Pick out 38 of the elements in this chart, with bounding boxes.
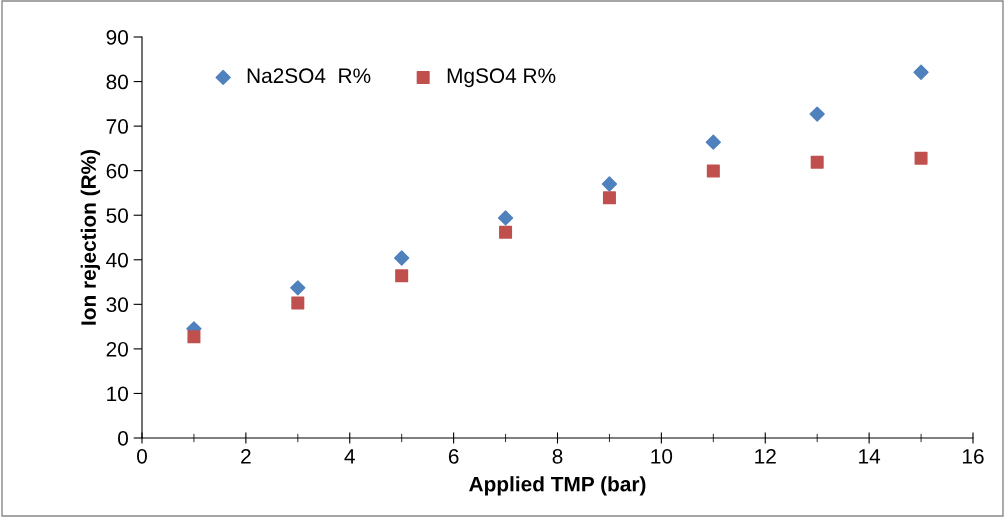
x-tick-label: 2	[241, 448, 251, 464]
point	[706, 164, 720, 178]
y-tick-label: 40	[106, 252, 128, 268]
y-tick-label: 60	[106, 163, 128, 179]
x-tick-label: 6	[448, 448, 459, 464]
point	[291, 296, 305, 310]
y-tick-label: 20	[106, 341, 128, 357]
legend-label: MgSO4 R%	[447, 68, 556, 88]
x-tick-label: 14	[859, 449, 881, 464]
point	[499, 225, 513, 239]
point	[705, 134, 721, 150]
y-tick-label: 0	[118, 431, 128, 446]
y-tick-label: 30	[106, 297, 128, 313]
point	[914, 151, 928, 165]
x-tick-label: 0	[137, 448, 147, 464]
point	[290, 280, 306, 296]
x-tick-label: 10	[651, 448, 673, 464]
point	[394, 250, 410, 266]
point	[810, 155, 824, 169]
y-tick-label: 10	[107, 386, 128, 402]
y-tick-label: 70	[106, 119, 128, 134]
point	[497, 210, 514, 226]
x-tick-label: 12	[755, 448, 776, 464]
y-tick-label: 90	[106, 30, 128, 45]
y-axis-title: Ion rejection (R%)	[80, 149, 101, 325]
point	[601, 176, 618, 192]
point	[395, 269, 409, 283]
point	[913, 64, 929, 80]
legend-label: Na2SO4 R%	[247, 68, 371, 84]
point	[602, 191, 616, 205]
y-tick-label: 50	[106, 208, 128, 223]
x-tick-label: 8	[552, 448, 563, 464]
x-tick-label: 4	[344, 449, 355, 464]
y-tick-label: 80	[106, 74, 128, 90]
point	[187, 330, 201, 344]
point	[809, 106, 825, 122]
x-axis-title: Applied TMP (bar)	[469, 476, 646, 496]
x-tick-label: 16	[963, 448, 984, 464]
